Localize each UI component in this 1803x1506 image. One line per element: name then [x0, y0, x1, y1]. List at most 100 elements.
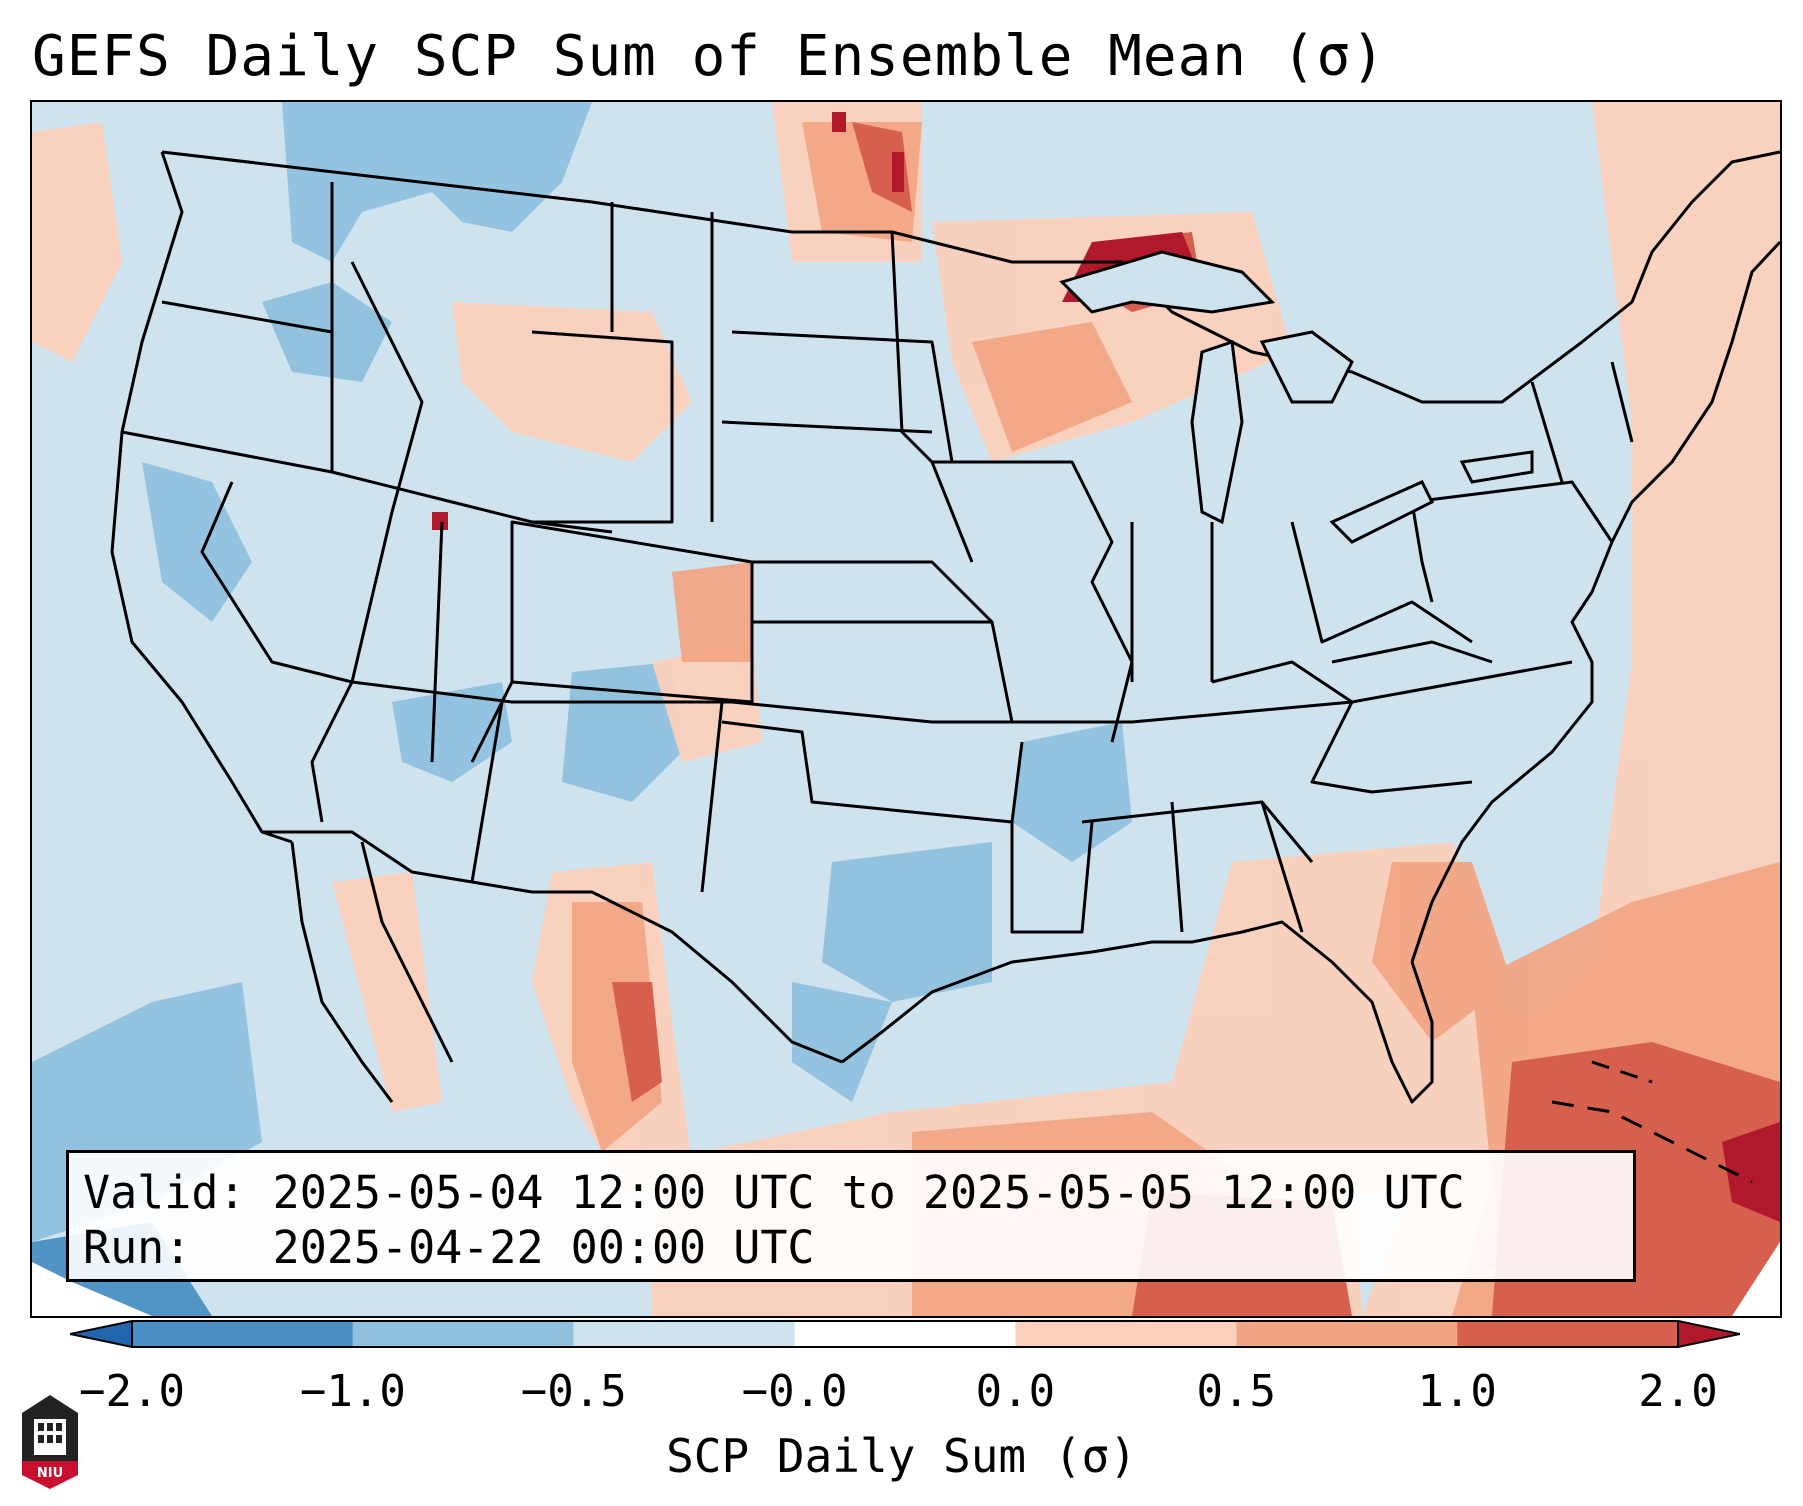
state-line	[700, 701, 724, 893]
colorbar-tick-label: 0.0	[975, 1366, 1056, 1417]
state-line	[992, 660, 1573, 724]
state-line	[721, 720, 1024, 824]
coastlines-outside	[290, 841, 1753, 1184]
chart-title: GEFS Daily SCP Sum of Ensemble Mean (σ)	[32, 24, 1386, 89]
map-svg	[32, 102, 1780, 1316]
state-line	[731, 330, 954, 463]
anomaly-region	[452, 302, 692, 462]
outside-domain	[32, 1262, 152, 1316]
run-row: Run: 2025-04-22 00:00 UTC	[83, 1220, 1619, 1275]
state-boundaries	[110, 150, 1780, 1104]
state-line	[470, 701, 504, 883]
anomaly-region	[892, 152, 904, 192]
colorbar-tick-label: −1.0	[299, 1366, 406, 1417]
anomaly-region	[332, 872, 442, 1112]
logo-text: NIU	[37, 1466, 63, 1481]
valid-label: Valid:	[83, 1166, 246, 1219]
outside-domain	[1732, 1242, 1780, 1316]
anomaly-region	[392, 682, 512, 782]
map-panel	[30, 100, 1782, 1318]
baja-coastline	[290, 841, 394, 1103]
colorbar-tick-label: −0.5	[520, 1366, 627, 1417]
state-line	[721, 420, 933, 434]
state-line	[1170, 801, 1184, 933]
east-coastline	[1410, 240, 1780, 963]
state-line	[890, 231, 974, 563]
state-line	[752, 560, 994, 624]
niu-logo-icon: NIU	[22, 1395, 78, 1489]
colorbar-bin	[352, 1321, 574, 1347]
run-label: Run:	[83, 1221, 192, 1274]
anomaly-region	[612, 982, 662, 1102]
lake-michigan	[1190, 339, 1244, 525]
domain-mask	[32, 1242, 1780, 1316]
anomaly-region	[832, 112, 846, 132]
anomaly-region	[792, 982, 892, 1102]
west-coastline	[110, 151, 293, 844]
colorbar-tick-label: 2.0	[1638, 1366, 1718, 1417]
state-line	[1610, 361, 1634, 443]
state-line	[752, 620, 1014, 723]
niu-logo-svg: NIU	[22, 1395, 78, 1489]
state-line	[121, 430, 613, 534]
state-line	[531, 330, 674, 524]
lake-ontario	[1459, 450, 1534, 484]
state-line	[932, 460, 1134, 743]
colorbar-bin	[132, 1321, 353, 1347]
state-line	[1260, 801, 1304, 933]
state-line	[1530, 381, 1564, 483]
valid-row: Valid: 2025-05-04 12:00 UTC to 2025-05-0…	[83, 1165, 1619, 1220]
anomaly-region	[672, 562, 752, 662]
anomaly-region	[972, 322, 1132, 452]
lake-erie	[1329, 480, 1435, 544]
colorbar-bin	[573, 1321, 795, 1347]
state-line	[1331, 640, 1493, 664]
state-line	[200, 481, 354, 823]
bahamas-coastline	[1591, 1060, 1653, 1084]
lake-huron	[1259, 330, 1354, 404]
colorbar-tick-label: 1.0	[1417, 1366, 1497, 1417]
colorbar-tick-label: 0.5	[1196, 1366, 1277, 1417]
anomaly-region	[142, 462, 252, 622]
anomaly-region	[32, 122, 122, 362]
anomaly-region	[562, 662, 682, 802]
great-lakes	[1059, 250, 1534, 544]
colorbar-tick-label: −2.0	[79, 1366, 185, 1417]
colorbar-bin	[1236, 1321, 1458, 1347]
anomaly-region	[282, 102, 592, 262]
colorbar-bin	[1015, 1321, 1237, 1347]
state-line	[510, 520, 754, 704]
colorbar-under-extend	[69, 1319, 133, 1349]
state-line	[1290, 521, 1473, 644]
mexico-border	[262, 830, 843, 1064]
anomaly-region	[1722, 1122, 1780, 1222]
colorbar-bin	[794, 1321, 1016, 1347]
cuba-coastline	[1551, 1100, 1753, 1184]
state-line	[470, 681, 514, 763]
state-line	[351, 680, 992, 724]
colorbar-bin	[1457, 1321, 1678, 1347]
colorbar-svg	[69, 1319, 1741, 1349]
gulf-of-california-coast	[360, 841, 454, 1063]
state-line	[1411, 480, 1614, 543]
state-line	[1410, 501, 1434, 603]
state-line	[161, 300, 333, 334]
colorbar-over-extend	[1677, 1319, 1741, 1349]
colorbar-label: SCP Daily Sum (σ)	[666, 1429, 1137, 1483]
anomaly-region	[822, 842, 992, 1002]
anomaly-region	[1012, 722, 1132, 862]
lake-superior	[1059, 250, 1276, 314]
colorbar-tick-label: −0.0	[741, 1366, 848, 1417]
state-line	[350, 261, 424, 683]
gulf-coastline	[841, 920, 1434, 1104]
state-line	[1310, 701, 1473, 794]
canada-border	[161, 150, 1780, 404]
state-line	[1211, 660, 1353, 704]
state-line	[1010, 821, 1094, 934]
valid-value: 2025-05-04 12:00 UTC to 2025-05-05 12:00…	[272, 1166, 1465, 1219]
colorbar	[69, 1319, 1741, 1349]
colorbar-outline	[131, 1320, 1679, 1348]
anomaly-region	[432, 512, 448, 530]
state-line	[430, 521, 444, 763]
run-value: 2025-04-22 00:00 UTC	[272, 1221, 815, 1274]
